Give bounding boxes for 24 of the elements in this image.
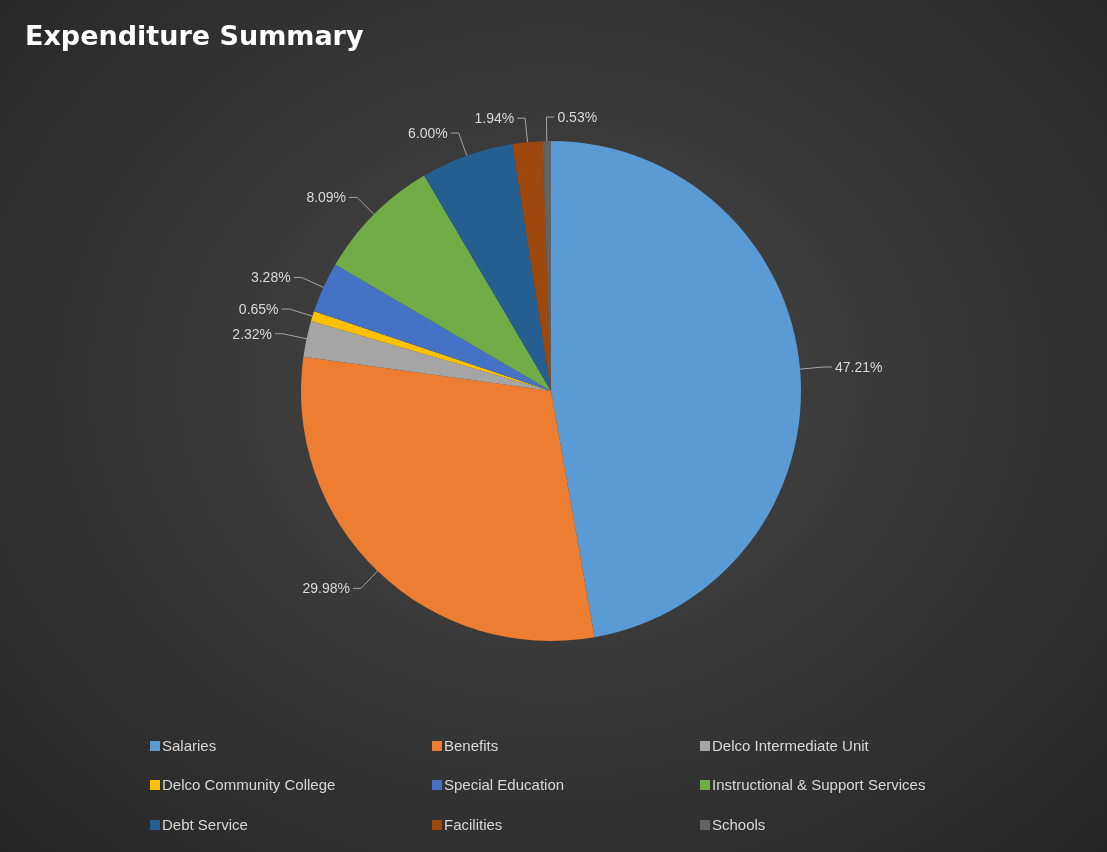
legend-label: Benefits <box>444 737 499 755</box>
pie-slice <box>301 356 595 641</box>
data-label: 6.00% <box>407 124 448 141</box>
pie-slice <box>512 141 551 391</box>
legend-label: Debt Service <box>162 816 248 834</box>
pie-slice <box>424 144 551 391</box>
legend-label: Schools <box>712 816 766 834</box>
legend-label: Facilities <box>444 816 503 834</box>
data-label: 47.21% <box>834 358 883 375</box>
chart-title: Expenditure Summary <box>25 20 364 51</box>
legend-label: Special Education <box>444 776 565 794</box>
legend-label: Delco Intermediate Unit <box>712 737 870 755</box>
data-label: 2.32% <box>232 325 273 342</box>
data-label: 8.09% <box>306 189 347 206</box>
pie-slice <box>314 264 551 391</box>
data-label: 0.65% <box>238 300 279 317</box>
legend-label: Salaries <box>162 737 217 755</box>
data-label: 3.28% <box>250 269 291 286</box>
data-label: 0.53% <box>557 108 598 125</box>
data-label: 1.94% <box>474 110 515 127</box>
legend-label: Instructional & Support Services <box>712 776 926 794</box>
pie-slice <box>551 141 801 638</box>
data-label: 29.98% <box>302 580 350 597</box>
legend-label: Delco Community College <box>162 776 336 794</box>
